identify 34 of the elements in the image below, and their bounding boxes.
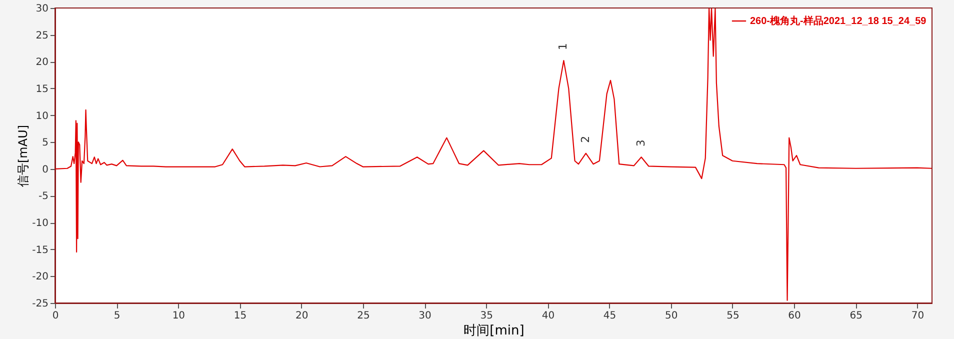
x-tick-label: 20 [295,310,308,322]
x-tick-label: 65 [850,310,862,322]
y-tick-label: -25 [32,298,48,310]
x-tick-label: 30 [418,310,432,322]
y-tick-label: 10 [36,110,48,122]
x-tick-label: 35 [480,310,493,322]
x-tick-label: 40 [542,310,555,322]
y-tick-label: -5 [38,191,48,202]
line-series [55,8,932,301]
x-tick-label: 50 [665,310,678,322]
x-tick-label: 15 [234,310,247,322]
y-axis-title: 信号[mAU] [16,124,30,188]
y-tick-label: 25 [36,30,48,42]
y-tick-label: 20 [36,57,48,68]
x-axis-title: 时间[min] [464,324,524,338]
x-tick-label: 0 [52,310,59,322]
y-tick-label: -15 [32,244,48,256]
annotation: 1 [556,43,570,50]
x-tick-label: 45 [603,310,616,322]
annotation: 3 [634,140,648,147]
x-tick-label: 5 [114,310,120,322]
y-tick-label: 0 [42,164,48,176]
y-tick-label: 30 [36,4,48,14]
x-tick-label: 10 [172,310,186,322]
x-tick-label: 55 [726,310,740,322]
y-tick-label: 15 [36,84,48,95]
y-tick-label: -20 [32,272,48,283]
y-tick-label: -10 [32,218,48,230]
x-tick-label: 25 [357,310,370,322]
x-tick-label: 60 [788,310,801,322]
legend-label: 260-槐角丸-样品2021_12_18 15_24_59 [750,15,927,27]
x-tick-label: 70 [911,310,924,322]
annotation: 2 [578,136,592,143]
y-tick-label: 5 [42,138,48,149]
